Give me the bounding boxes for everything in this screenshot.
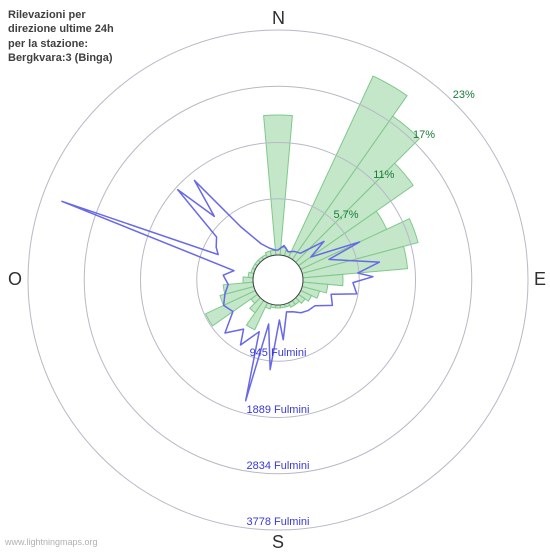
ring-label: 2834 Fulmini xyxy=(218,460,338,472)
cardinal-e: E xyxy=(534,269,546,290)
pct-label: 11% xyxy=(373,169,394,181)
ring-label: 945 Fulmini xyxy=(218,347,338,359)
pct-label: 23% xyxy=(453,89,475,101)
footer-link[interactable]: www.lightningmaps.org xyxy=(5,537,98,547)
cardinal-n: N xyxy=(272,8,285,29)
cardinal-w: O xyxy=(8,269,22,290)
ring-label: 3778 Fulmini xyxy=(218,516,338,528)
ring-label: 1889 Fulmini xyxy=(218,404,338,416)
polar-chart: Rilevazioni per direzione ultime 24h per… xyxy=(0,0,550,550)
pct-label: 5,7% xyxy=(333,209,358,221)
pct-label: 17% xyxy=(413,129,435,141)
chart-title: Rilevazioni per direzione ultime 24h per… xyxy=(8,8,118,65)
